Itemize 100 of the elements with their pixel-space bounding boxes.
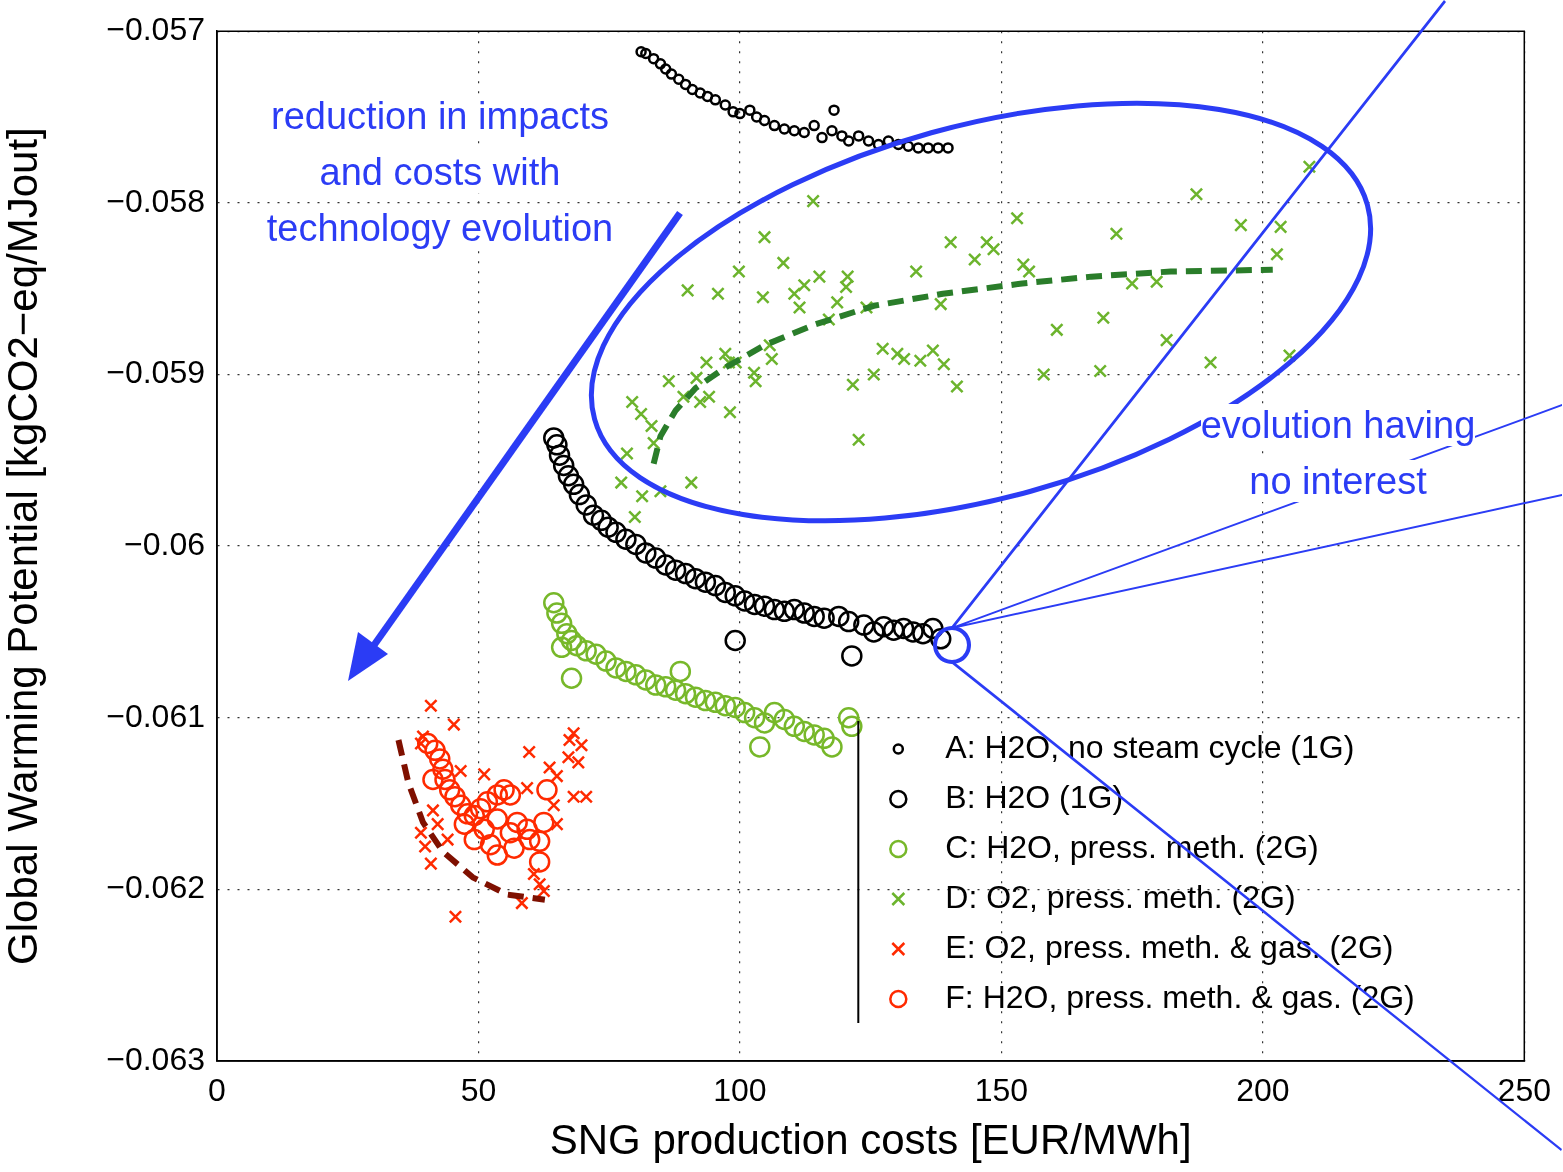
point: [571, 755, 586, 770]
point: [659, 63, 672, 75]
x-tick-label: 0: [208, 1072, 226, 1109]
point: [719, 99, 732, 111]
point: [753, 595, 776, 617]
annotation: evolution having no interest: [1200, 404, 1476, 502]
point: [808, 119, 820, 132]
point: [560, 667, 583, 690]
point: [821, 736, 843, 758]
point: [440, 832, 455, 847]
point: [635, 669, 657, 691]
point: [499, 821, 522, 844]
point: [684, 567, 707, 590]
point: [734, 107, 746, 120]
point: [522, 745, 537, 759]
point: [727, 106, 739, 118]
point: [426, 803, 440, 818]
x-axis-title: SNG production costs [EUR/MWh]: [549, 1116, 1192, 1164]
point: [852, 130, 865, 142]
point: [597, 516, 619, 538]
point: [701, 90, 714, 103]
point: [793, 602, 815, 624]
point: [922, 142, 934, 154]
point: [605, 657, 627, 679]
point: [473, 818, 495, 841]
point: [556, 622, 578, 645]
point: [758, 114, 771, 127]
point: [672, 73, 685, 86]
point: [674, 562, 697, 585]
point: [479, 833, 502, 856]
point: [469, 797, 492, 820]
point: [669, 660, 692, 683]
point: [694, 571, 717, 593]
point: [826, 125, 838, 137]
point: [590, 509, 613, 532]
point: [434, 768, 456, 791]
point: [448, 909, 463, 924]
point: [892, 617, 915, 640]
y-tick-label: −0.059: [106, 354, 205, 391]
point: [444, 785, 466, 808]
point: [456, 803, 479, 825]
point: [585, 643, 607, 665]
point: [942, 142, 954, 154]
point: [882, 619, 905, 641]
point: [743, 706, 766, 729]
point: [694, 87, 706, 99]
y-tick-label: −0.063: [106, 1040, 205, 1077]
point: [664, 679, 687, 702]
point: [863, 621, 885, 643]
point: [568, 483, 591, 506]
point: [542, 760, 557, 775]
point: [430, 817, 445, 832]
point: [644, 674, 667, 696]
x-tick-label: 150: [974, 1072, 1029, 1109]
point: [625, 664, 647, 686]
point: [803, 724, 825, 746]
point: [714, 694, 737, 717]
point: [548, 444, 571, 466]
point: [536, 884, 551, 898]
y-tick-label: −0.062: [106, 869, 205, 906]
point: [418, 839, 433, 854]
point: [694, 689, 717, 712]
point: [516, 818, 538, 841]
point: [549, 817, 564, 832]
point: [582, 504, 605, 526]
point: [543, 591, 565, 614]
point: [778, 123, 791, 135]
point: [533, 811, 555, 834]
point: [664, 559, 687, 581]
point: [853, 614, 875, 636]
point: [654, 676, 677, 698]
point: [575, 494, 597, 516]
y-tick-label: −0.061: [106, 697, 205, 734]
point: [446, 717, 461, 732]
point: [562, 733, 577, 747]
point: [595, 650, 617, 672]
point: [453, 813, 476, 835]
point: [605, 521, 627, 544]
point: [635, 46, 647, 58]
point: [709, 94, 722, 106]
point: [499, 784, 522, 806]
point: [625, 533, 647, 556]
point: [816, 131, 828, 144]
point: [674, 682, 697, 705]
point: [423, 856, 438, 871]
point: [750, 111, 763, 123]
point: [574, 738, 589, 753]
point: [798, 126, 810, 139]
point: [546, 434, 568, 456]
point: [841, 715, 863, 738]
y-axis-title: Global Warming Potential [kgCO2−eq/MJout]: [0, 127, 46, 965]
point: [566, 789, 581, 804]
point: [416, 732, 439, 755]
point: [684, 686, 707, 708]
point: [654, 554, 677, 576]
point: [635, 542, 657, 564]
y-tick-label: −0.058: [106, 182, 205, 219]
point: [503, 837, 525, 859]
point: [793, 720, 815, 743]
point: [724, 585, 746, 607]
